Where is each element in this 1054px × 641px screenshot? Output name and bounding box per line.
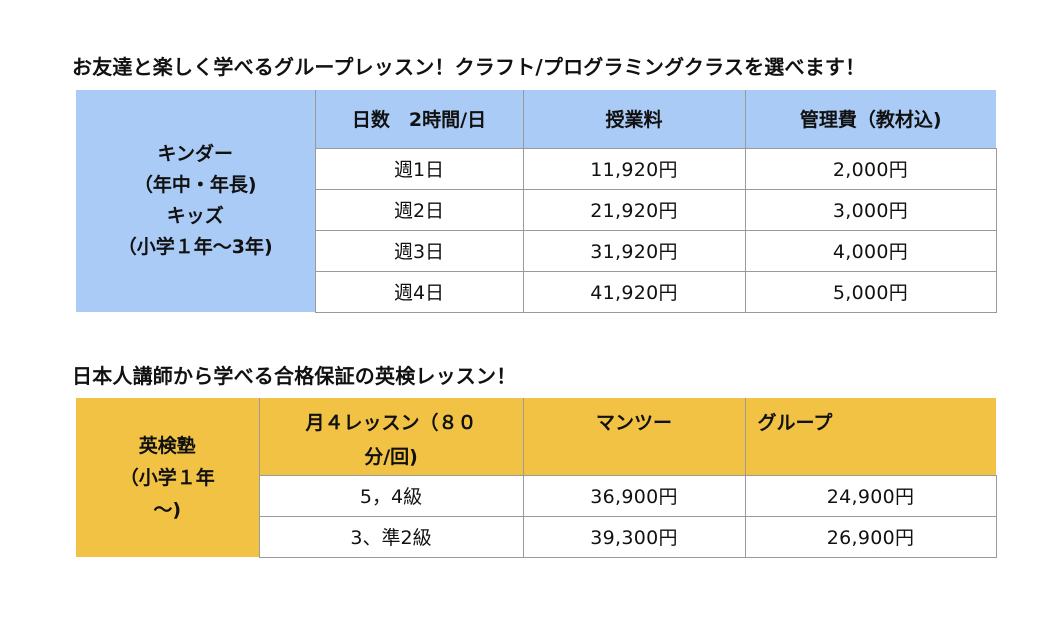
grade-cell: 5，4級 — [258, 474, 524, 517]
age-group-line: （年中・年長) — [133, 174, 257, 196]
tuition-cell: 41,920円 — [522, 270, 746, 313]
eiken-price-table: 英検塾 （小学１年 〜) 月４レッスン（８０ 分/回) マンツー グループ 5，… — [76, 398, 997, 558]
kinder-kids-price-table: キンダー （年中・年長) キッズ （小学１年〜3年) 日数 2時間/日 授業料 … — [76, 90, 997, 313]
admin-fee-cell: 4,000円 — [744, 229, 997, 272]
admin-fee-cell: 3,000円 — [744, 188, 997, 231]
age-group-line: キッズ — [166, 205, 224, 227]
eiken-group-line: （小学１年 — [119, 466, 215, 489]
private-price-cell: 39,300円 — [522, 515, 746, 558]
days-cell: 週2日 — [314, 188, 524, 231]
grade-cell: 3、準2級 — [258, 515, 524, 558]
days-cell: 週4日 — [314, 270, 524, 313]
column-header-days: 日数 2時間/日 — [314, 90, 523, 148]
age-group-label: キンダー （年中・年長) キッズ （小学１年〜3年) — [76, 90, 316, 312]
age-group-line: （小学１年〜3年) — [117, 236, 273, 258]
days-cell: 週3日 — [314, 229, 524, 272]
table-row: 5，4級 36,900円 24,900円 — [76, 474, 997, 517]
admin-fee-cell: 5,000円 — [744, 270, 997, 313]
age-group-line: キンダー — [157, 143, 233, 165]
column-header-private: マンツー — [522, 398, 745, 475]
course-heading-craft-programming: お友達と楽しく学べるグループレッスン！クラフト/プログラミングクラスを選べます！ — [72, 55, 866, 79]
column-header-monthly-lessons: 月４レッスン（８０ 分/回) — [258, 398, 523, 475]
eiken-group-label: 英検塾 （小学１年 〜) — [76, 398, 259, 557]
admin-fee-cell: 2,000円 — [744, 147, 997, 190]
tuition-cell: 21,920円 — [522, 188, 746, 231]
table-row: 3、準2級 39,300円 26,900円 — [76, 515, 997, 558]
column-header-tuition: 授業料 — [522, 90, 745, 148]
table-row: 週4日 41,920円 5,000円 — [76, 270, 997, 313]
column-header-admin-fee: 管理費（教材込) — [744, 90, 996, 148]
monthly-lessons-line: 分/回) — [364, 446, 418, 468]
group-price-cell: 26,900円 — [744, 515, 997, 558]
eiken-group-line: 英検塾 — [138, 434, 196, 457]
days-cell: 週1日 — [314, 147, 524, 190]
tuition-cell: 31,920円 — [522, 229, 746, 272]
table-row: 週2日 21,920円 3,000円 — [76, 188, 997, 231]
monthly-lessons-line: 月４レッスン（８０ — [305, 412, 477, 434]
course-heading-eiken: 日本人講師から学べる合格保証の英検レッスン！ — [72, 364, 517, 388]
column-header-group: グループ — [744, 398, 996, 475]
private-price-cell: 36,900円 — [522, 474, 746, 517]
table-row: 週3日 31,920円 4,000円 — [76, 229, 997, 272]
eiken-group-line: 〜) — [153, 498, 182, 521]
table-row: 週1日 11,920円 2,000円 — [76, 147, 997, 190]
tuition-cell: 11,920円 — [522, 147, 746, 190]
group-price-cell: 24,900円 — [744, 474, 997, 517]
